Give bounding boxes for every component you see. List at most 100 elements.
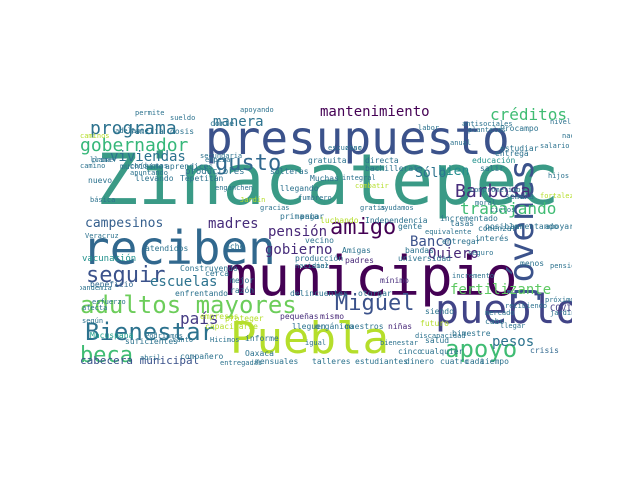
word: razón xyxy=(230,286,255,295)
word: Jardín xyxy=(240,196,266,204)
word: enganchen xyxy=(215,184,253,192)
word: afecta xyxy=(82,304,108,312)
word: Miguel xyxy=(335,291,415,316)
word: apoyo xyxy=(445,335,518,363)
word: apoyando xyxy=(240,106,274,114)
word: combatir xyxy=(355,182,389,190)
word: pandemia xyxy=(80,284,112,292)
word: primaria xyxy=(280,212,319,221)
word: Barbosa xyxy=(455,181,531,202)
word: sueldo xyxy=(170,114,196,122)
word: seguro xyxy=(468,249,494,257)
word: país xyxy=(180,309,219,328)
word: municipio xyxy=(225,245,518,308)
word: nacional xyxy=(295,262,329,270)
word: cinco xyxy=(398,347,423,356)
word: amigo xyxy=(330,215,397,240)
word-cloud: Zinacatepec municipio presupuesto recibe… xyxy=(80,105,572,373)
word: conductas xyxy=(130,162,168,170)
word: Quiero xyxy=(428,246,479,262)
word: llama xyxy=(90,156,112,164)
word: Podríamos xyxy=(145,332,183,340)
word: siendo xyxy=(425,307,454,316)
word: mejor xyxy=(230,276,255,285)
word: ciclos xyxy=(490,206,516,214)
word: semana xyxy=(505,192,534,201)
word: cabo xyxy=(485,317,505,326)
word: solteras xyxy=(270,167,309,176)
word: muchísimo xyxy=(120,162,164,171)
word: estudiar xyxy=(500,144,539,153)
word: entregar xyxy=(442,237,481,246)
word: escuchar xyxy=(328,144,362,152)
word: reciben xyxy=(82,221,276,275)
word: discapacidad xyxy=(415,332,466,340)
word: gobernador xyxy=(80,135,189,156)
word: niñas xyxy=(388,322,413,331)
word: adultos mayores xyxy=(80,291,297,319)
word: beca xyxy=(80,343,133,368)
word: bimestre xyxy=(452,329,491,338)
word: gracias xyxy=(260,204,290,212)
word: cabecera municipal xyxy=(80,354,200,367)
word: Hicimos xyxy=(210,336,240,344)
word: equivalente xyxy=(425,228,472,236)
word: apuntando xyxy=(130,169,168,177)
word: antisociales xyxy=(462,120,513,128)
word: Amigas xyxy=(342,246,371,255)
word: presupuesto xyxy=(205,111,510,165)
word: abril xyxy=(140,354,162,362)
word: beneficio xyxy=(90,280,134,289)
word: Construyendo xyxy=(180,264,238,273)
word: mínimo xyxy=(380,276,409,285)
word: bien xyxy=(438,164,470,179)
word: futuro xyxy=(420,319,449,328)
word: Tepetitán xyxy=(180,174,224,183)
word: Banco xyxy=(410,234,453,250)
word: mercado xyxy=(485,309,515,317)
word: nivel xyxy=(550,118,572,126)
word: primer xyxy=(92,156,118,164)
word: salud xyxy=(425,336,450,345)
word: bienestar xyxy=(380,339,418,347)
word: secundaria xyxy=(200,152,243,160)
word: informe xyxy=(245,334,279,343)
word: Veracruz xyxy=(85,232,119,240)
word: programa xyxy=(90,118,177,139)
word: Sólo xyxy=(415,166,447,181)
word: gratis xyxy=(360,204,386,212)
word: mantenimiento xyxy=(320,105,430,120)
word: cada xyxy=(465,357,485,366)
word: bachillerato xyxy=(365,164,423,173)
word: planteles xyxy=(468,126,506,134)
word: créditos xyxy=(490,105,568,124)
word: educación xyxy=(472,156,516,165)
word: delincuentes xyxy=(290,289,348,298)
word: Macuspana xyxy=(90,331,134,340)
word: integral xyxy=(342,174,376,182)
word: luchando xyxy=(320,216,359,225)
word: llegar xyxy=(500,322,526,330)
word: apoyar xyxy=(545,222,572,231)
word: adelante xyxy=(115,127,149,135)
word: según xyxy=(82,317,104,325)
word: manera xyxy=(213,114,264,130)
word: gente xyxy=(398,222,423,231)
word: incrementado xyxy=(440,214,498,223)
word: pueblo xyxy=(435,287,572,333)
word: capacitarse xyxy=(205,322,258,331)
word: COVID xyxy=(550,304,572,314)
word: universidad xyxy=(398,254,451,263)
word: esfuerzo xyxy=(92,298,126,306)
word: otorgar xyxy=(358,289,392,298)
word: viviendas xyxy=(110,149,186,165)
word: orgánico xyxy=(315,322,354,331)
word: gobierno xyxy=(265,242,333,258)
word: bandas xyxy=(405,246,434,255)
word: dosis xyxy=(170,127,195,136)
word: entrega xyxy=(495,149,529,158)
word: vecino xyxy=(305,236,334,245)
word: aprendices xyxy=(165,162,214,171)
word: posible xyxy=(485,222,519,231)
word: proteger xyxy=(225,314,264,323)
